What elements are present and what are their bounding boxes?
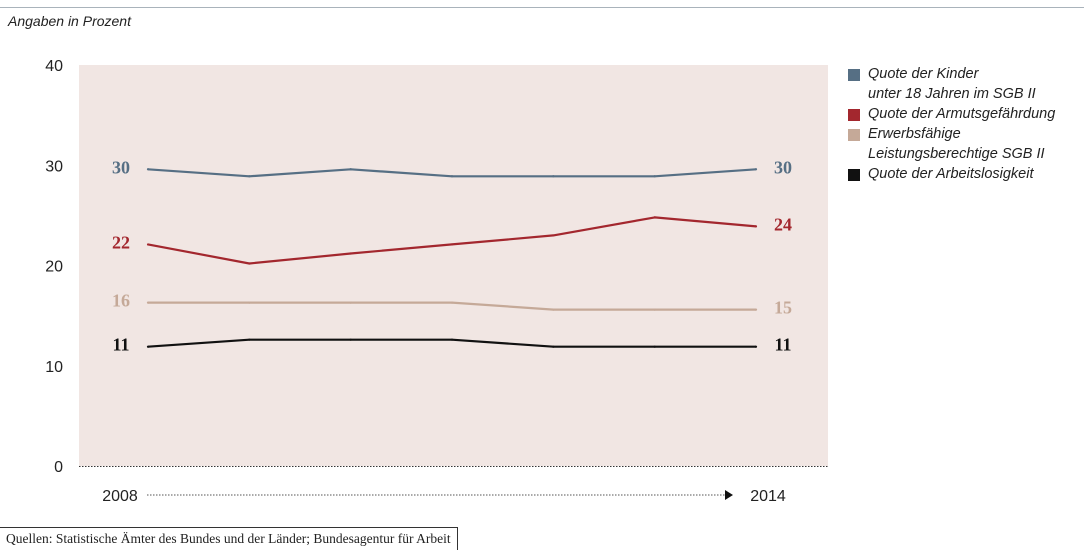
time-arrow-head (725, 490, 733, 500)
legend-swatch-3 (848, 129, 860, 141)
legend-item-2: Quote der Armutsgefährdung (848, 104, 1084, 124)
start-label-3: 16 (112, 291, 130, 311)
data-point-2-3 (349, 252, 352, 255)
y-tick-label: 0 (54, 459, 63, 476)
data-point-1-1 (146, 168, 150, 171)
data-point-1-6 (653, 175, 656, 178)
data-point-1-3 (349, 168, 352, 171)
data-point-4-4 (450, 338, 454, 341)
data-point-1-2 (248, 175, 251, 178)
end-label-4: 11 (774, 335, 791, 355)
legend-swatch-4 (848, 169, 860, 181)
x-label-start: 2008 (102, 488, 138, 505)
legend-swatch-2 (848, 109, 860, 121)
data-point-2-4 (450, 243, 454, 246)
end-label-1: 30 (774, 157, 792, 177)
data-point-2-2 (248, 262, 251, 265)
data-point-3-4 (450, 301, 454, 304)
end-label-3: 15 (774, 298, 792, 318)
data-point-4-6 (653, 345, 656, 348)
legend-label-1-1: Quote der Kinder (868, 66, 979, 82)
x-label-end: 2014 (750, 488, 786, 505)
legend-item-1: Quote der Kinder unter 18 Jahren im SGB I… (848, 64, 1084, 104)
data-point-3-7 (754, 308, 758, 311)
start-label-1: 30 (112, 157, 130, 177)
data-point-4-2 (248, 338, 251, 341)
data-point-2-6 (653, 216, 656, 219)
data-point-3-3 (349, 301, 352, 304)
unit-note: Angaben in Prozent (8, 13, 131, 29)
data-point-1-5 (552, 175, 555, 178)
data-point-1-7 (754, 168, 758, 171)
data-point-3-1 (146, 301, 150, 304)
y-tick-label: 20 (45, 259, 63, 276)
data-point-2-5 (552, 234, 555, 237)
legend-label-3-1: Erwerbsfähige (868, 126, 961, 142)
legend-swatch-1 (848, 69, 860, 81)
start-label-4: 11 (112, 335, 129, 355)
source-note: Quellen: Statistische Ämter des Bundes u… (0, 527, 458, 550)
data-point-4-3 (349, 338, 352, 341)
data-point-2-7 (754, 225, 758, 228)
top-rule (0, 7, 1084, 8)
data-point-4-5 (552, 345, 555, 348)
data-point-3-6 (653, 308, 656, 311)
y-tick-label: 30 (45, 158, 63, 175)
legend-item-3: Erwerbsfähige Leistungsberechtige SGB II (848, 124, 1084, 164)
plot-area (79, 65, 828, 466)
start-label-2: 22 (112, 232, 130, 252)
y-tick-label: 10 (45, 359, 63, 376)
legend-label-4-1: Quote der Arbeitslosigkeit (868, 166, 1034, 182)
legend: Quote der Kinder unter 18 Jahren im SGB I… (848, 64, 1084, 184)
data-point-1-4 (450, 175, 454, 178)
end-label-2: 24 (774, 214, 792, 234)
data-point-4-7 (754, 345, 758, 348)
legend-label-3-2: Leistungsberechtige SGB II (868, 146, 1045, 162)
data-point-3-2 (248, 301, 251, 304)
legend-label-1-2: unter 18 Jahren im SGB II (868, 86, 1036, 102)
data-point-3-5 (552, 308, 555, 311)
legend-item-4: Quote der Arbeitslosigkeit (848, 164, 1084, 184)
y-tick-label: 40 (45, 58, 63, 75)
legend-label-2-1: Quote der Armutsgefährdung (868, 106, 1056, 122)
data-point-4-1 (146, 345, 150, 348)
data-point-2-1 (146, 243, 150, 246)
